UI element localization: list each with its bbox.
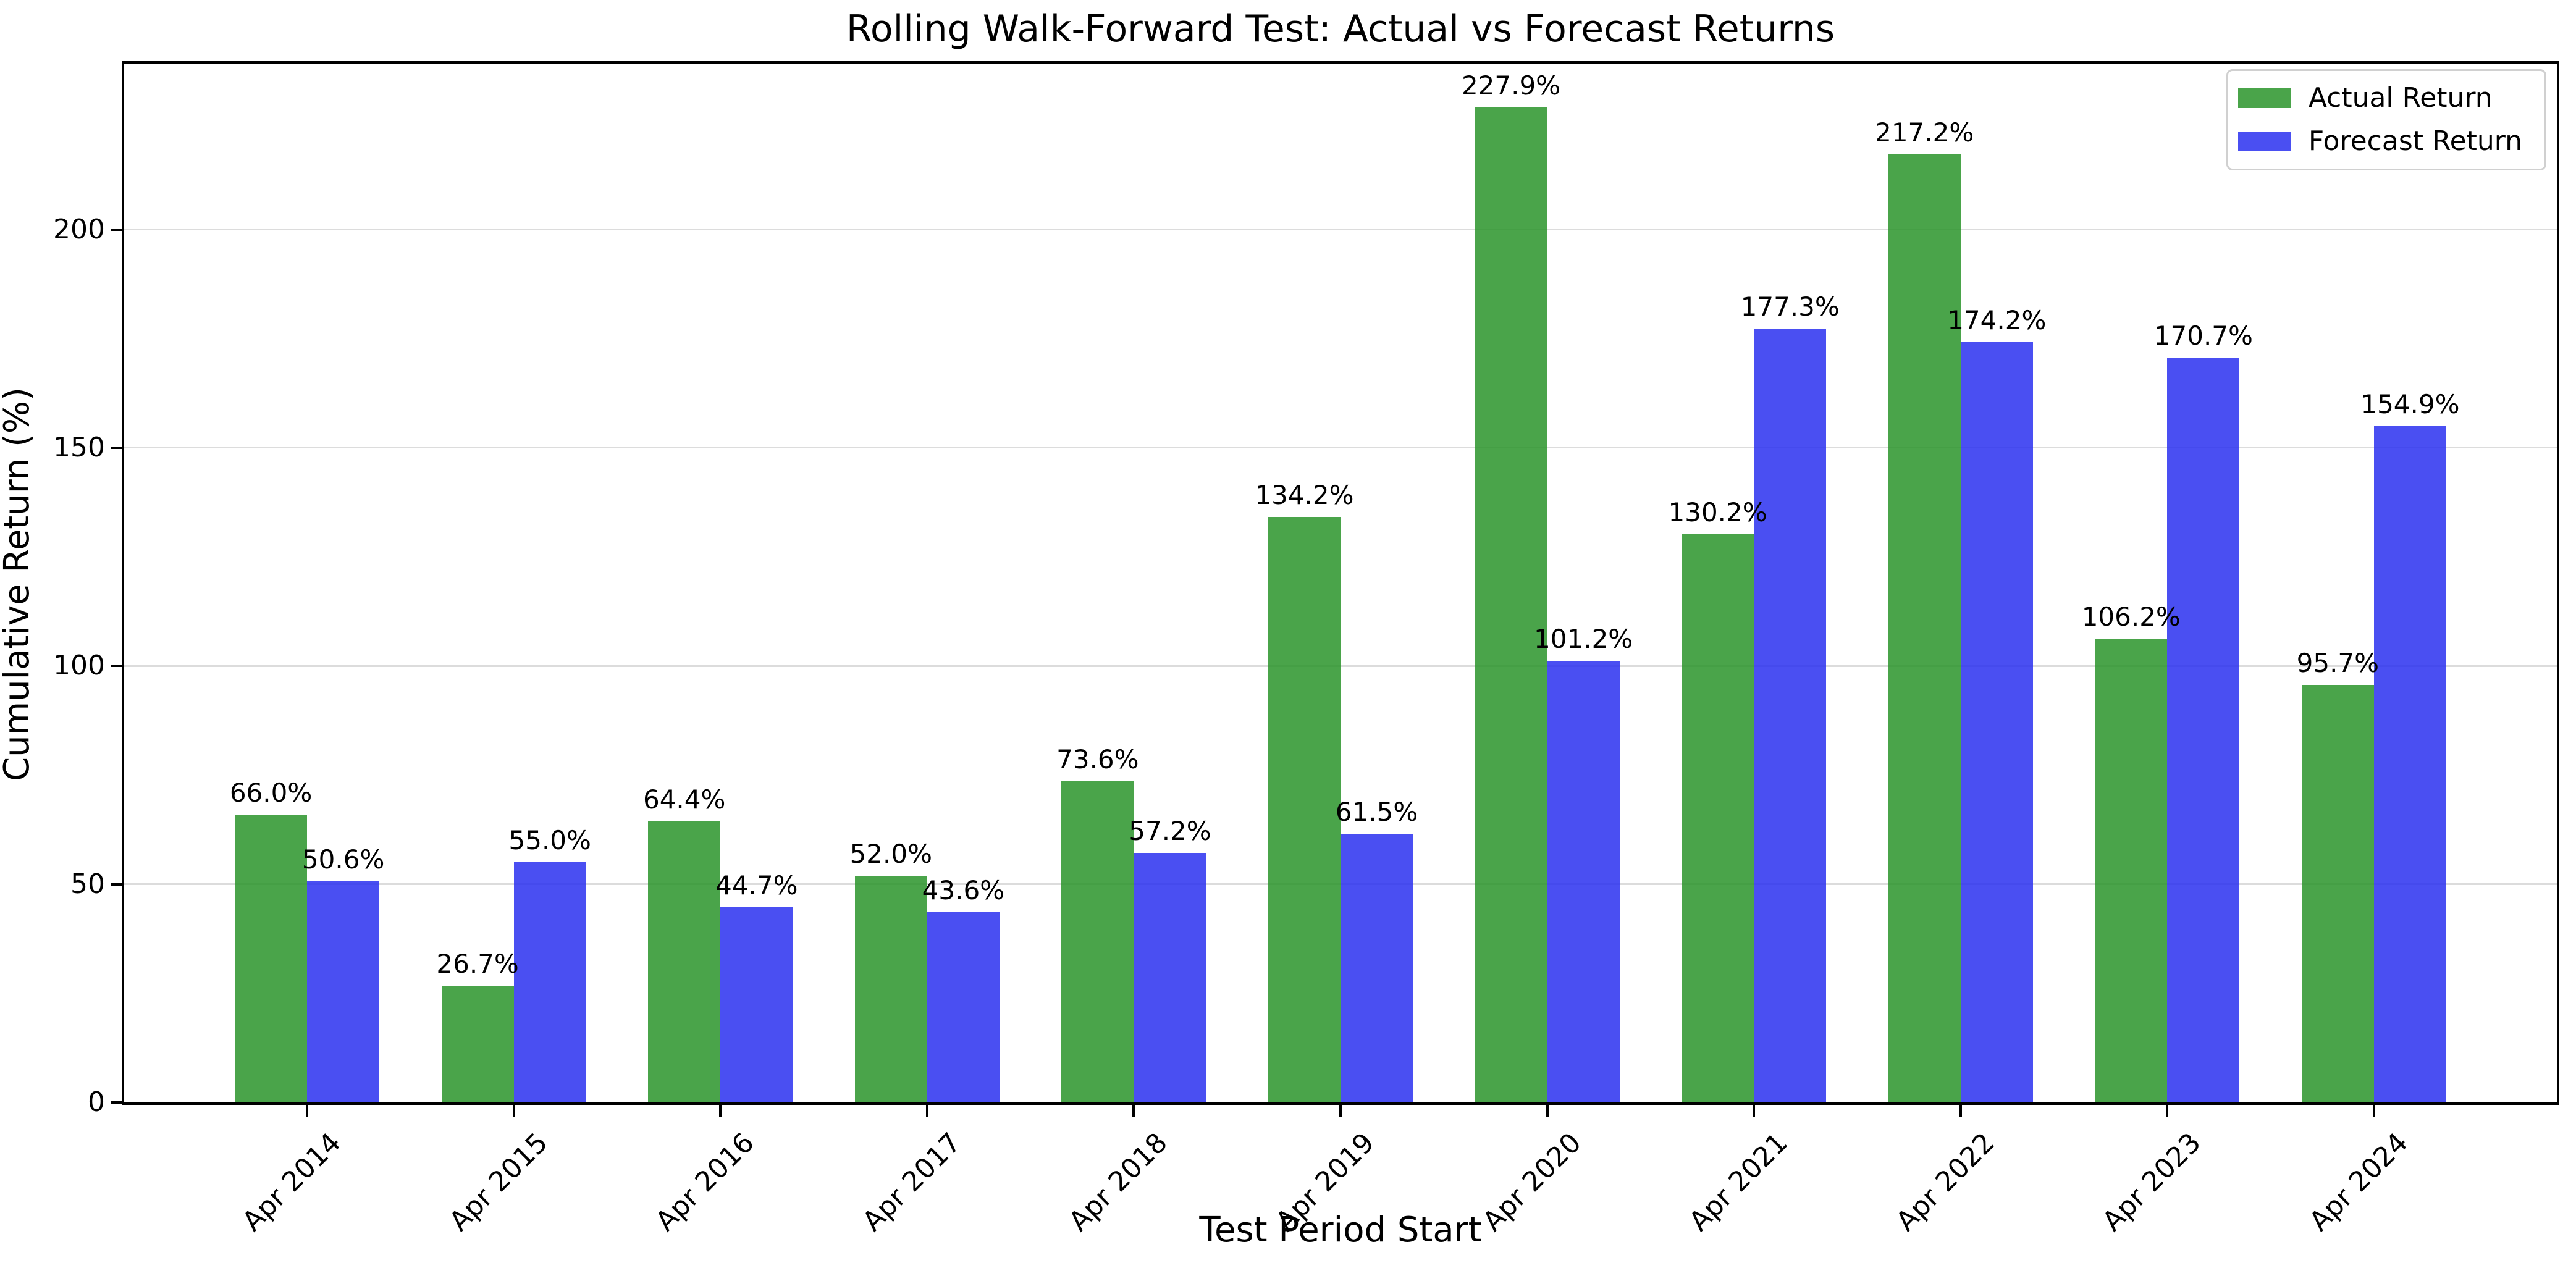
x-tick	[512, 1105, 515, 1117]
x-tick	[719, 1105, 722, 1117]
legend-label-actual: Actual Return	[2308, 82, 2493, 114]
bar-value-label: 44.7%	[715, 870, 798, 901]
bar-actual-return-apr-2014	[235, 814, 308, 1102]
legend-swatch-forecast-icon	[2237, 132, 2291, 151]
bar-actual-return-apr-2020	[1475, 107, 1547, 1102]
plot-area: 66.0% 26.7% 64.4% 52.0% 73.6% 134.2% 227.9% 130…	[122, 61, 2559, 1105]
bar-value-label: 174.2%	[1947, 304, 2047, 335]
bar-actual-return-apr-2021	[1682, 534, 1754, 1102]
bar-actual-return-apr-2023	[2095, 639, 2168, 1102]
x-tick	[1339, 1105, 1342, 1117]
bar-actual-return-apr-2018	[1061, 781, 1134, 1102]
x-axis-label: Test Period Start	[1199, 1210, 1482, 1250]
bar-value-label: 101.2%	[1534, 623, 1633, 654]
bar-value-label: 66.0%	[229, 777, 313, 808]
y-tick	[111, 228, 122, 231]
bar-forecast-return-apr-2014	[307, 881, 380, 1102]
bar-forecast-return-apr-2023	[2167, 357, 2240, 1102]
bar-value-label: 227.9%	[1461, 70, 1561, 101]
bar-actual-return-apr-2017	[854, 875, 927, 1102]
y-tick-label: 0	[88, 1086, 105, 1118]
y-tick-label: 100	[53, 650, 105, 682]
x-tick	[2166, 1105, 2169, 1117]
bar-value-label: 95.7%	[2296, 647, 2380, 678]
bar-forecast-return-apr-2020	[1547, 660, 1620, 1102]
bar-value-label: 154.9%	[2360, 389, 2460, 420]
y-gridline	[124, 447, 2557, 449]
bar-actual-return-apr-2024	[2301, 684, 2374, 1102]
legend-entry-forecast: Forecast Return	[2237, 125, 2522, 157]
bar-value-label: 55.0%	[508, 825, 591, 856]
bar-value-label: 43.6%	[922, 875, 1005, 905]
bar-forecast-return-apr-2021	[1754, 328, 1827, 1102]
y-tick	[111, 883, 122, 886]
bar-forecast-return-apr-2016	[720, 907, 793, 1102]
x-tick	[2372, 1105, 2375, 1117]
legend-swatch-actual-icon	[2237, 88, 2291, 108]
bar-value-label: 106.2%	[2081, 602, 2181, 632]
x-tick	[925, 1105, 928, 1117]
bar-value-label: 61.5%	[1335, 797, 1418, 828]
legend: Actual Return Forecast Return	[2226, 69, 2546, 170]
bar-value-label: 57.2%	[1129, 815, 1211, 846]
bar-value-label: 170.7%	[2153, 320, 2253, 351]
bar-forecast-return-apr-2018	[1134, 852, 1206, 1102]
bar-value-label: 217.2%	[1875, 117, 1974, 148]
chart-title: Rolling Walk-Forward Test: Actual vs For…	[846, 7, 1835, 51]
x-tick	[1753, 1105, 1756, 1117]
x-tick	[306, 1105, 309, 1117]
bar-value-label: 26.7%	[436, 949, 519, 980]
y-tick-label: 50	[70, 868, 105, 900]
y-tick-label: 150	[53, 431, 105, 463]
bar-forecast-return-apr-2024	[2373, 426, 2446, 1102]
y-gridline	[124, 665, 2557, 667]
y-tick	[111, 446, 122, 449]
bar-forecast-return-apr-2017	[927, 912, 1000, 1102]
bar-value-label: 52.0%	[849, 838, 932, 869]
bar-forecast-return-apr-2015	[513, 862, 586, 1102]
bar-value-label: 64.4%	[642, 784, 726, 815]
bar-value-label: 130.2%	[1668, 497, 1767, 527]
bar-value-label: 73.6%	[1056, 744, 1139, 774]
bar-actual-return-apr-2015	[441, 986, 514, 1102]
y-tick	[111, 665, 122, 668]
bar-actual-return-apr-2016	[648, 821, 721, 1102]
y-tick-label: 200	[53, 213, 105, 245]
bar-forecast-return-apr-2019	[1341, 834, 1413, 1102]
y-tick	[111, 1101, 122, 1104]
y-gridline	[124, 229, 2557, 231]
bar-forecast-return-apr-2022	[1960, 342, 2033, 1102]
x-tick	[1959, 1105, 1962, 1117]
legend-entry-actual: Actual Return	[2237, 82, 2522, 114]
bar-actual-return-apr-2022	[1888, 154, 1961, 1102]
x-tick	[1546, 1105, 1549, 1117]
y-axis-label: Cumulative Return (%)	[0, 387, 37, 781]
legend-label-forecast: Forecast Return	[2308, 125, 2522, 157]
bar-actual-return-apr-2019	[1268, 516, 1341, 1102]
bar-value-label: 177.3%	[1740, 291, 1840, 322]
bar-value-label: 50.6%	[301, 844, 385, 875]
bar-value-label: 134.2%	[1255, 479, 1354, 510]
x-tick	[1132, 1105, 1135, 1117]
